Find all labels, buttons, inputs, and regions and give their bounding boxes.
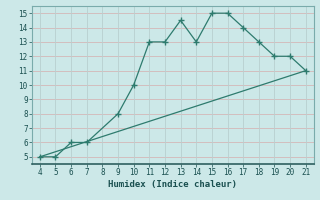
X-axis label: Humidex (Indice chaleur): Humidex (Indice chaleur) — [108, 180, 237, 189]
